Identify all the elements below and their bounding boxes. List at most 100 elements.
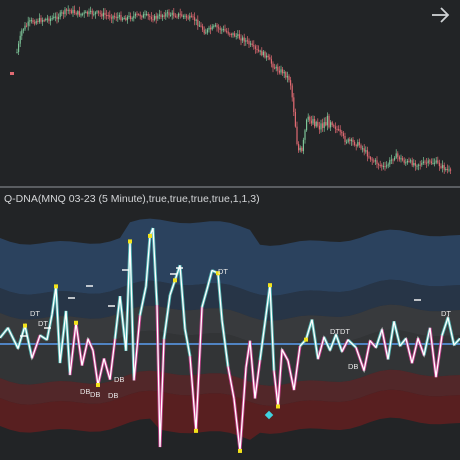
candle-body: [418, 164, 420, 166]
candle-body: [187, 17, 189, 19]
candle-body: [432, 162, 434, 164]
candle-body: [238, 34, 240, 39]
candle-body: [50, 18, 52, 22]
candle-body: [277, 66, 279, 71]
candle-body: [280, 69, 282, 73]
candle-body: [283, 72, 285, 74]
candle-body: [379, 165, 381, 167]
candle-body: [229, 33, 231, 35]
candle-body: [285, 72, 287, 78]
candle-body: [272, 63, 274, 68]
candle-body: [221, 29, 223, 31]
candle-body: [126, 16, 128, 21]
signal-marker: [128, 239, 132, 244]
lower-band-inner: [0, 369, 460, 406]
candle-body: [98, 11, 100, 13]
candle-body: [154, 15, 156, 20]
lower-band-outer: [0, 389, 460, 440]
candle-body: [370, 157, 372, 160]
signal-marker: [194, 428, 198, 433]
candle-body: [157, 15, 159, 19]
candle-body: [190, 15, 192, 17]
candle-body: [166, 12, 168, 14]
candle-body: [48, 18, 50, 22]
candle-body: [392, 159, 394, 161]
candle-body: [54, 16, 56, 18]
candle-body: [443, 165, 445, 170]
signal-marker: [238, 448, 242, 453]
candle-body: [235, 35, 237, 37]
candle-body: [211, 26, 213, 30]
candle-body: [421, 163, 423, 165]
candle-body: [176, 16, 178, 18]
signal-diamond: [264, 410, 274, 420]
candle-body: [382, 165, 384, 167]
candle-body: [306, 119, 308, 131]
indicator-title: Q-DNA(MNQ 03-23 (5 Minute),true,true,tru…: [4, 193, 260, 205]
candle-body: [35, 20, 37, 24]
candle-body: [56, 16, 58, 20]
candle-body: [344, 135, 346, 143]
candle-body: [270, 59, 272, 64]
candle-body: [131, 18, 133, 20]
candle-body: [387, 164, 389, 166]
candle-body: [232, 33, 234, 35]
candle-body: [19, 35, 21, 44]
candle-body: [37, 20, 39, 22]
candle-body: [38, 18, 40, 22]
navigate-forward-button[interactable]: [428, 4, 454, 26]
candle-body: [259, 50, 261, 52]
signal-marker: [173, 278, 177, 283]
candle-body: [219, 28, 221, 30]
candle-body: [326, 115, 328, 126]
candle-body: [216, 25, 218, 28]
candle-body: [328, 115, 330, 128]
price-panel[interactable]: [0, 0, 460, 186]
candle-body: [395, 153, 397, 158]
candle-body: [160, 14, 162, 18]
candle-body: [144, 14, 146, 16]
candle-body: [338, 129, 340, 131]
candle-body: [374, 160, 376, 162]
candle-body: [107, 15, 109, 17]
candle-body: [394, 157, 396, 160]
candle-body: [266, 55, 268, 58]
candle-body: [114, 16, 116, 18]
candle-body: [413, 163, 415, 166]
candle-body: [171, 12, 173, 15]
candle-body: [208, 27, 210, 30]
candle-body: [429, 160, 431, 162]
candle-body: [147, 13, 149, 16]
candle-body: [397, 153, 399, 157]
candle-body: [448, 169, 450, 171]
candle-body: [318, 125, 320, 130]
candle-body: [366, 150, 368, 157]
candle-body: [269, 57, 271, 60]
signal-label: DB: [108, 391, 118, 400]
candle-body: [362, 148, 364, 150]
candle-body: [26, 25, 28, 27]
panel-divider[interactable]: [0, 186, 460, 188]
signal-label: DT: [441, 309, 451, 318]
candle-body: [128, 15, 130, 17]
candle-body: [267, 55, 269, 58]
candle-body: [378, 164, 380, 166]
candle-body: [357, 142, 359, 147]
candle-body: [130, 15, 132, 19]
signal-marker: [148, 233, 152, 238]
candle-body: [386, 165, 388, 167]
signal-marker: [23, 323, 27, 328]
candle-body: [96, 11, 98, 13]
indicator-panel[interactable]: DT DT DT DT DT DT DB DB DB DB DB: [0, 188, 460, 460]
candle-body: [186, 15, 188, 18]
candle-body: [381, 165, 383, 167]
signal-marker: [74, 320, 78, 325]
candle-body: [155, 15, 157, 19]
candle-body: [437, 160, 439, 163]
signal-marker: [54, 284, 58, 289]
candle-body: [61, 12, 63, 14]
signal-label: DB: [348, 362, 358, 371]
candle-body: [53, 16, 55, 19]
candle-body: [293, 97, 295, 113]
